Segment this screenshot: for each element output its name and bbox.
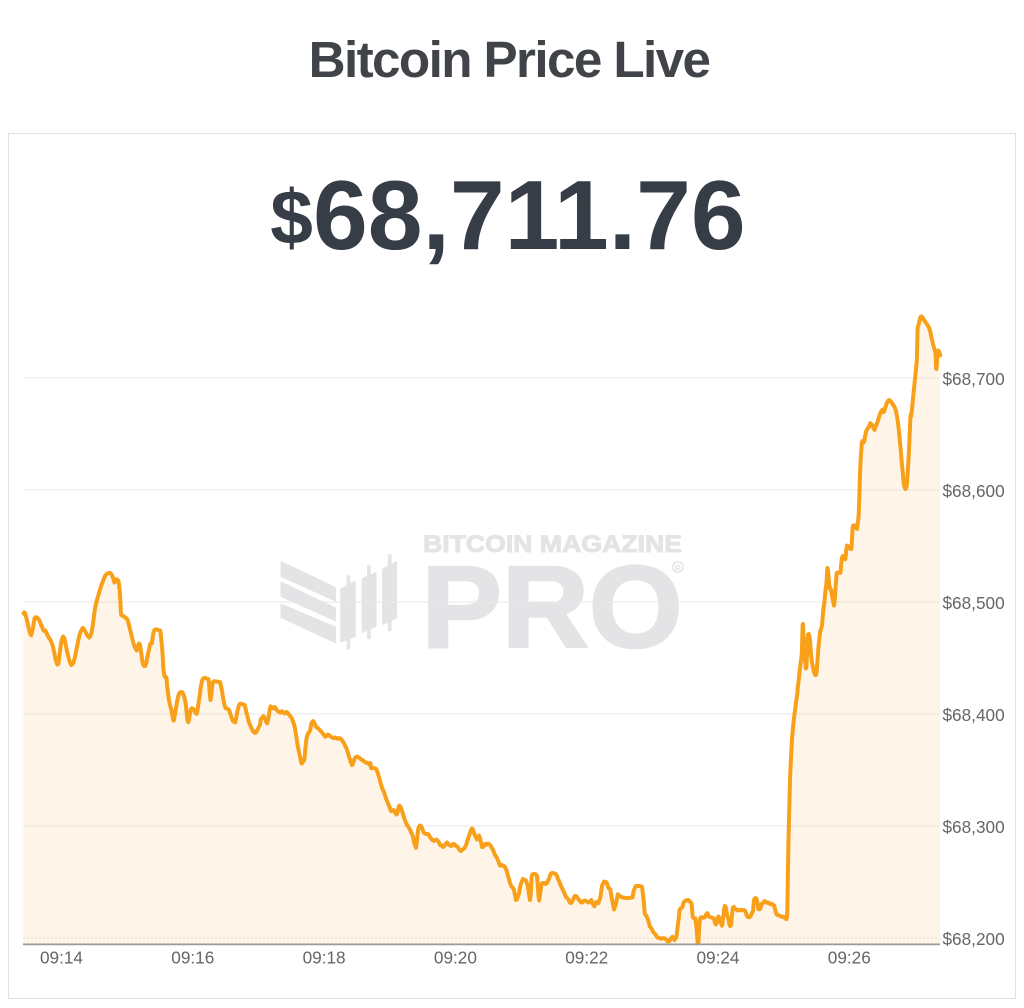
svg-text:$68,400: $68,400	[943, 705, 1005, 725]
svg-text:$68,600: $68,600	[943, 481, 1005, 501]
svg-text:09:14: 09:14	[40, 948, 83, 968]
svg-text:BITCOIN MAGAZINE: BITCOIN MAGAZINE	[423, 531, 682, 558]
svg-text:09:24: 09:24	[696, 948, 739, 968]
svg-text:$68,500: $68,500	[943, 593, 1005, 613]
svg-text:09:26: 09:26	[828, 948, 871, 968]
svg-text:09:18: 09:18	[303, 948, 346, 968]
svg-text:$68,200: $68,200	[943, 929, 1005, 949]
svg-text:$68,300: $68,300	[943, 817, 1005, 837]
svg-text:09:16: 09:16	[171, 948, 214, 968]
svg-text:$68,700: $68,700	[943, 369, 1005, 389]
svg-text:09:22: 09:22	[565, 948, 608, 968]
svg-text:R: R	[675, 564, 681, 573]
svg-text:09:20: 09:20	[434, 948, 477, 968]
svg-text:PRO: PRO	[422, 542, 683, 672]
